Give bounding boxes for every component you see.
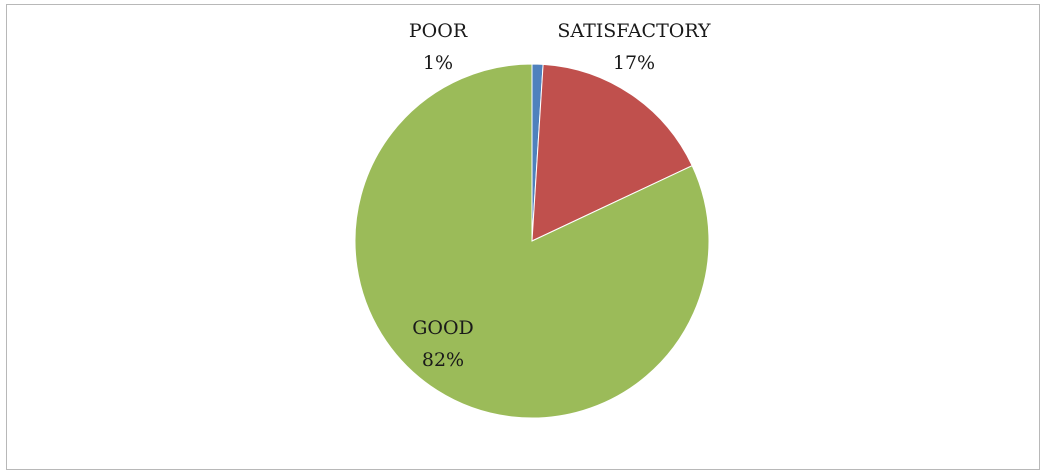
- chart-area: POOR 1% SATISFACTORY 17% GOOD 82%: [6, 4, 1040, 470]
- label-satisfactory-category: SATISFACTORY: [557, 20, 711, 42]
- pie-labels: POOR 1% SATISFACTORY 17% GOOD 82%: [409, 20, 711, 371]
- pie-slice-good: [354, 63, 710, 419]
- label-good-category: GOOD: [412, 317, 474, 339]
- pie-slice-satisfactory: [531, 63, 693, 242]
- label-poor-value: 1%: [423, 52, 453, 74]
- label-poor-category: POOR: [409, 20, 468, 42]
- label-good-value: 82%: [422, 349, 464, 371]
- pie-slices: [354, 63, 710, 419]
- label-satisfactory-value: 17%: [613, 52, 655, 74]
- pie-chart: POOR 1% SATISFACTORY 17% GOOD 82%: [354, 20, 711, 419]
